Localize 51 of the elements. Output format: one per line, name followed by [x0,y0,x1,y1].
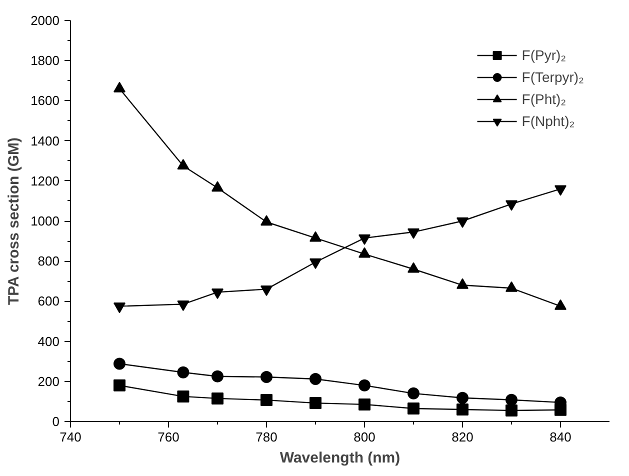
x-tick-label: 800 [354,430,376,444]
point [456,403,468,416]
y-tick-label: 2000 [30,13,60,28]
legend-label: F(Terpyr)₂ [522,69,584,85]
y-tick-label: 0 [52,414,60,429]
y-tick-label: 1400 [30,133,60,148]
x-tick-label: 780 [256,430,278,444]
point [506,281,518,292]
y-tick-label: 1800 [30,53,60,68]
y-tick-label: 1000 [30,214,60,228]
y-tick-label: 600 [38,294,60,309]
x-tick-label: 840 [550,430,572,444]
point [260,371,272,383]
y-axis-title: TPA cross section (GM) [6,138,23,306]
point [408,402,420,414]
point [358,379,370,392]
point [554,299,566,310]
point [506,394,518,406]
point [212,181,224,192]
point [358,247,370,258]
y-tick-label: 200 [38,374,60,389]
point [114,358,126,370]
x-tick-label: 740 [60,430,82,444]
point [408,387,420,400]
point [212,392,224,404]
point [358,398,370,410]
point [310,373,322,385]
x-tick-label: 820 [452,430,474,444]
y-tick-label: 800 [38,254,60,269]
point [114,379,126,392]
legend-label: F(Pht)₂ [522,91,566,107]
point [456,278,468,289]
point [212,370,224,382]
y-tick-label: 1600 [30,93,60,108]
point [408,262,420,273]
x-tick-label: 760 [158,430,180,444]
point [310,231,322,242]
point [506,404,518,416]
point [310,397,322,410]
y-tick-label: 1200 [30,173,60,188]
legend-label: F(Npht)₂ [522,113,575,129]
point [260,215,272,226]
point [177,159,190,170]
x-axis-title: Wavelength (nm) [280,450,400,466]
point [456,392,468,404]
point [114,82,126,92]
point [177,366,190,378]
legend-label: F(Pyr)₂ [522,47,566,63]
y-tick-label: 400 [38,334,60,349]
point [260,394,272,406]
point [177,390,190,402]
